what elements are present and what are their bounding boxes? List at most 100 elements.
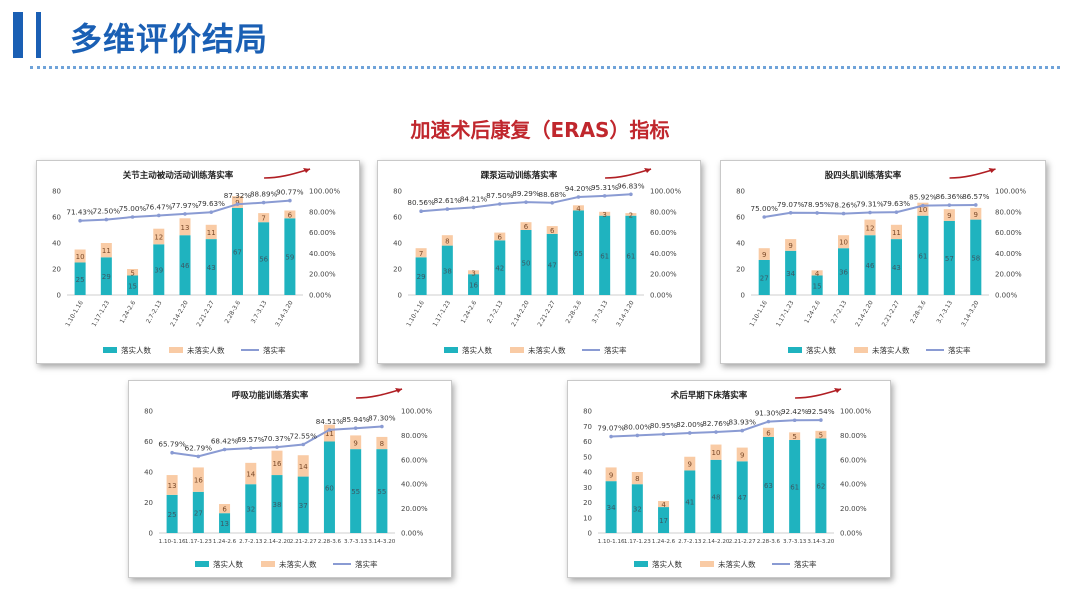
rate-label: 87.30%: [368, 413, 396, 422]
bar-implemented: [736, 461, 748, 533]
rate-point: [209, 210, 214, 214]
bar-implemented: [494, 240, 506, 295]
rate-point: [740, 428, 745, 433]
header-dotted-divider: [30, 66, 1060, 69]
y2-tick-label: 20.00%: [650, 271, 677, 279]
chart-title: 术后早期下床落实率: [670, 390, 748, 401]
trend-arrow: [264, 168, 311, 179]
rate-point: [288, 198, 292, 203]
bar-label-not-implemented: 13: [168, 482, 177, 490]
chart-title: 呼吸功能训练落实率: [232, 390, 309, 401]
bar-label-not-implemented: 6: [288, 211, 293, 219]
bar-label-implemented: 38: [443, 267, 452, 275]
trend-arrow: [949, 168, 996, 179]
bar-implemented: [605, 481, 617, 533]
bar-not-implemented: [572, 205, 584, 211]
bar-label-not-implemented: 8: [445, 237, 449, 245]
legend-label-implemented: 落实人数: [213, 559, 243, 569]
rate-point: [327, 428, 332, 432]
y2-tick-label: 20.00%: [840, 505, 867, 513]
rate-label: 79.63%: [883, 199, 911, 208]
y-tick-label: 40: [736, 240, 745, 248]
bar-label-not-implemented: 14: [246, 471, 255, 479]
bar-label-implemented: 63: [764, 482, 773, 490]
legend-label-implemented: 落实人数: [806, 345, 836, 355]
bar-implemented: [153, 244, 165, 295]
bar-not-implemented: [284, 210, 296, 219]
x-tick-label: 3.7-3.13: [783, 539, 807, 545]
bar-label-not-implemented: 16: [194, 477, 203, 485]
bar-implemented: [231, 207, 243, 295]
header-accent-bar-thin: [36, 12, 41, 58]
bar-implemented: [127, 275, 139, 295]
y-tick-label: 20: [393, 266, 402, 274]
bar-not-implemented: [441, 235, 453, 246]
rate-label: 82.76%: [702, 419, 730, 428]
bar-implemented: [192, 491, 204, 533]
bar-label-implemented: 46: [866, 262, 875, 270]
bar-label-not-implemented: 13: [181, 224, 190, 232]
bar-implemented: [789, 439, 801, 533]
y2-tick-label: 100.00%: [650, 188, 681, 196]
page-title: 多维评价结局: [70, 20, 269, 58]
rate-point: [661, 432, 666, 437]
y-tick-label: 80: [583, 408, 592, 416]
y-tick-label: 60: [52, 214, 61, 222]
rate-point: [973, 203, 978, 207]
legend-label-not-implemented: 未落实人数: [187, 345, 225, 355]
bar-label-not-implemented: 9: [740, 451, 744, 459]
bar-implemented: [811, 275, 823, 295]
y2-tick-label: 100.00%: [995, 188, 1026, 196]
legend-swatch-implemented: [634, 561, 648, 567]
legend-label-not-implemented: 未落实人数: [528, 345, 566, 355]
rate-point: [275, 445, 279, 449]
bar-label-not-implemented: 11: [207, 229, 216, 237]
y2-tick-label: 20.00%: [401, 505, 428, 513]
y2-tick-label: 80.00%: [401, 432, 428, 440]
bar-not-implemented: [179, 218, 191, 236]
bar-not-implemented: [864, 219, 876, 236]
rate-point: [419, 209, 423, 214]
bar-implemented: [762, 436, 774, 533]
chart-title: 关节主动被动活动训练落实率: [123, 170, 234, 181]
y2-tick-label: 40.00%: [401, 481, 428, 489]
bar-not-implemented: [605, 467, 617, 482]
y2-tick-label: 20.00%: [309, 271, 336, 279]
y2-tick-label: 60.00%: [309, 229, 336, 237]
y2-tick-label: 40.00%: [650, 250, 677, 258]
chart-panel-quadriceps: 股四头肌训练落实率 0 20 40 60 80 0.00% 20.00% 40.00% 60.00…: [720, 160, 1046, 364]
bar-label-not-implemented: 9: [353, 439, 357, 447]
rate-point: [629, 192, 633, 197]
y-tick-label: 40: [583, 469, 592, 477]
rate-label: 92.54%: [807, 407, 835, 416]
bar-not-implemented: [758, 248, 770, 260]
y2-tick-label: 40.00%: [840, 481, 867, 489]
bar-label-not-implemented: 12: [866, 224, 875, 232]
bar-label-not-implemented: 8: [635, 475, 639, 483]
bar-implemented: [684, 470, 696, 533]
page-subtitle: 加速术后康复（ERAS）指标: [410, 118, 670, 142]
rate-label: 78.26%: [830, 201, 858, 210]
chart-ankle-pump: 踝泵运动训练落实率 0 20 40 60 80 0.00% 20.00% 40.00% 60.00…: [393, 168, 681, 355]
bar-implemented: [815, 438, 827, 533]
rate-point: [788, 210, 793, 215]
y-tick-label: 60: [736, 214, 745, 222]
rate-point: [947, 203, 952, 207]
bar-implemented: [658, 507, 670, 533]
x-tick-label: 3.14-3.20: [615, 299, 636, 328]
rate-point: [687, 431, 692, 435]
rate-label: 92.42%: [781, 407, 809, 416]
bar-label-not-implemented: 10: [918, 206, 927, 214]
x-tick-label: 2.14-2.20: [854, 299, 875, 328]
x-tick-label: 1.17-1.23: [185, 539, 212, 545]
y2-tick-label: 80.00%: [309, 208, 336, 216]
x-tick-label: 2.21-2.27: [536, 299, 557, 328]
rate-point: [868, 210, 872, 215]
trend-arrow: [605, 168, 652, 179]
bar-label-implemented: 16: [469, 282, 478, 290]
x-tick-label: 2.28-3.6: [909, 299, 928, 324]
bar-label-implemented: 32: [633, 506, 642, 514]
y-tick-label: 70: [583, 423, 592, 431]
rate-label: 71.43%: [66, 208, 94, 217]
chart-title: 踝泵运动训练落实率: [481, 170, 558, 181]
